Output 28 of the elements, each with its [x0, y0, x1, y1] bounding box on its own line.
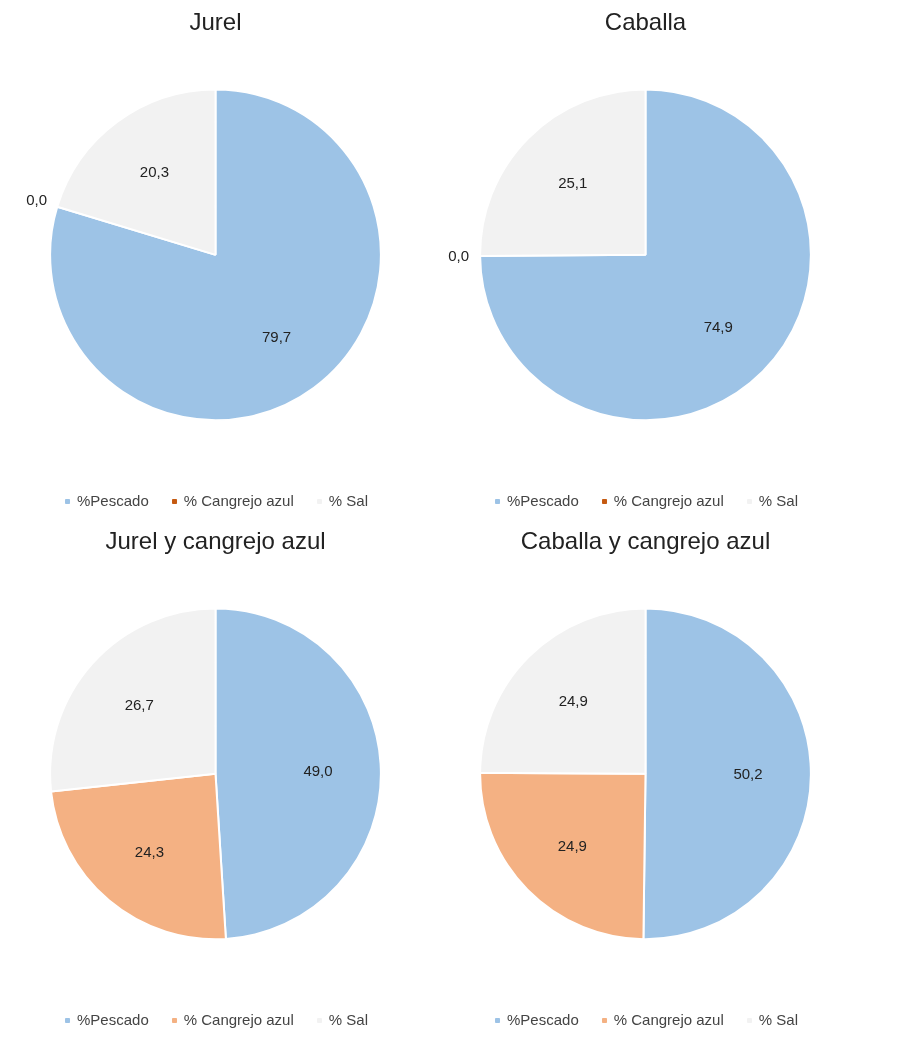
data-label: 49,0	[303, 761, 333, 779]
data-label: 24,3	[134, 843, 164, 861]
legend-label: %Pescado	[77, 492, 149, 509]
data-label: 20,3	[139, 163, 170, 181]
data-label: 74,9	[703, 318, 733, 336]
legend-label: % Cangrejo azul	[613, 492, 724, 509]
legend-label: %Pescado	[77, 1011, 149, 1028]
chart-title: Jurel	[189, 7, 242, 35]
legend-label: % Sal	[758, 492, 798, 509]
data-label: 24,9	[558, 692, 588, 710]
data-label: 79,7	[261, 328, 292, 346]
text: 0,0	[448, 247, 470, 265]
legend-label: % Cangrejo azul	[183, 1011, 294, 1028]
legend-label: % Sal	[758, 1011, 798, 1028]
legend-label: %Pescado	[507, 492, 579, 509]
chart-title: Caballa	[604, 7, 687, 35]
legend-label: %Pescado	[507, 1011, 579, 1028]
legend-label: % Sal	[328, 1011, 368, 1028]
data-label: 24,9	[557, 836, 587, 854]
chart-title: Caballa y cangrejo azul	[520, 526, 771, 554]
legend-label: % Cangrejo azul	[613, 1011, 724, 1028]
legend-label: % Sal	[328, 492, 368, 509]
chart-title: Jurel y cangrejo azul	[105, 526, 326, 554]
data-label: 26,7	[124, 696, 154, 714]
legend-label: % Cangrejo azul	[183, 492, 294, 509]
data-label: 25,1	[558, 173, 588, 191]
text: 0,0	[26, 191, 48, 209]
data-label: 50,2	[733, 765, 763, 783]
